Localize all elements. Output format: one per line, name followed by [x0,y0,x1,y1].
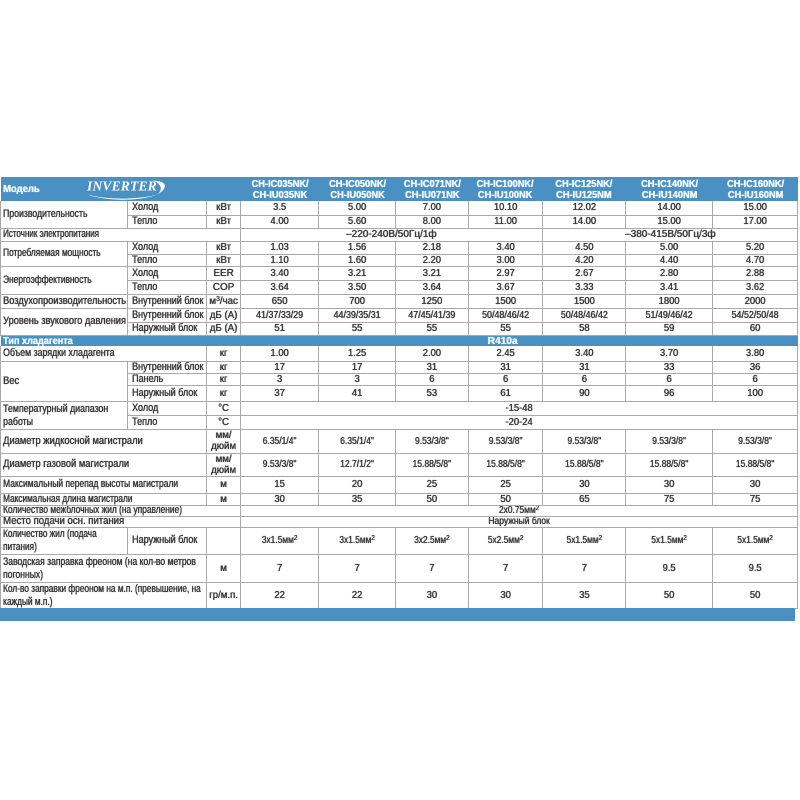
svg-text:INVERTER: INVERTER [86,179,157,194]
